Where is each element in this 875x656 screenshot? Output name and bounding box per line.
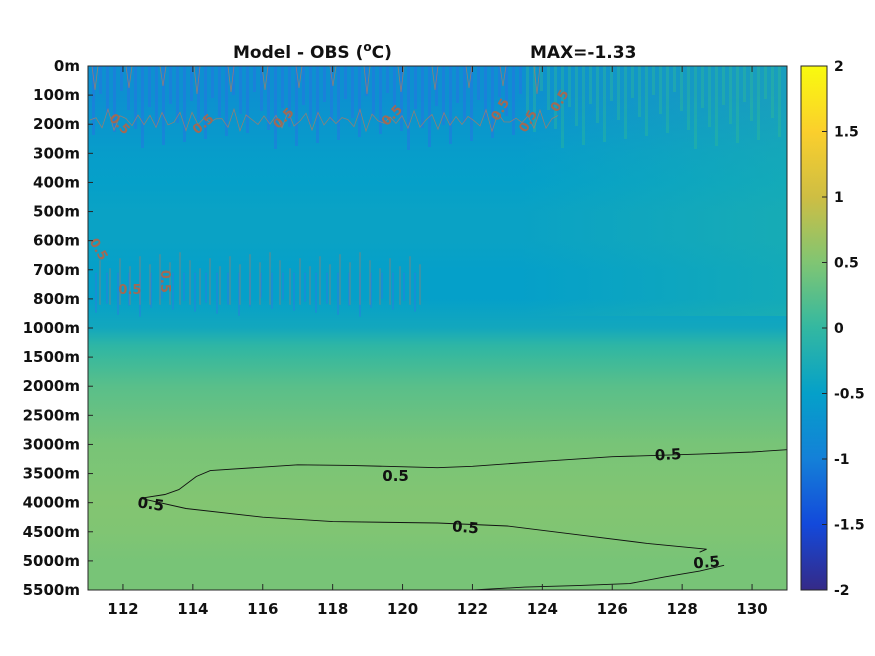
x-tick-label-2: 116 <box>247 600 278 618</box>
colorbar-tick-label-5: 0.5 <box>834 256 859 272</box>
x-tick-label-3: 118 <box>317 600 348 618</box>
colorbar-ticks: -2 -1.5 -1 -0.5 0 0.5 1 1.5 2 <box>822 59 865 599</box>
x-tick-label-6: 124 <box>527 600 558 618</box>
y-tick-label-0: 0m <box>54 57 80 75</box>
y-tick-label-6: 600m <box>33 232 80 250</box>
contour-label-0: 0.5 <box>136 493 165 515</box>
y-tick-label-12: 2500m <box>23 406 80 424</box>
black-contour-set <box>140 449 787 590</box>
y-tick-label-10: 1500m <box>23 348 80 366</box>
surface-streaks <box>92 66 781 317</box>
y-tick-label-11: 2000m <box>23 377 80 395</box>
x-tick-label-8: 128 <box>666 600 697 618</box>
y-tick-label-16: 4500m <box>23 523 80 541</box>
y-tick-label-17: 5000m <box>23 552 80 570</box>
colorbar-tick-label-1: -1.5 <box>834 518 865 534</box>
y-tick-label-7: 700m <box>33 261 80 279</box>
x-tick-label-9: 130 <box>736 600 767 618</box>
y-tick-label-9: 1000m <box>23 319 80 337</box>
y-tick-label-13: 3000m <box>23 435 80 453</box>
y-tick-label-8: 800m <box>33 290 80 308</box>
colorbar-tick-label-0: -2 <box>834 583 850 599</box>
grey-contour-label-8: 0.5 <box>118 283 141 298</box>
contour-label-2: 0.5 <box>654 445 681 464</box>
grey-contour-set <box>89 66 559 305</box>
y-tick-label-1: 100m <box>33 86 80 104</box>
y-tick-label-15: 4000m <box>23 494 80 512</box>
x-tick-label-4: 120 <box>387 600 418 618</box>
y-tick-label-18: 5500m <box>23 581 80 599</box>
colorbar-tick-label-7: 1.5 <box>834 125 859 141</box>
colorbar-tick-label-4: 0 <box>834 321 844 337</box>
y-tick-label-4: 400m <box>33 173 80 191</box>
y-tick-label-5: 500m <box>33 203 80 221</box>
upper-right-tint <box>520 66 787 316</box>
x-tick-label-0: 112 <box>107 600 138 618</box>
contour-label-3: 0.5 <box>451 517 479 537</box>
x-tick-label-7: 126 <box>597 600 628 618</box>
x-tick-label-5: 122 <box>457 600 488 618</box>
y-tick-label-2: 200m <box>33 115 80 133</box>
x-axis: 112 114 116 118 120 122 124 126 128 130 <box>107 66 768 618</box>
contour-label-4: 0.5 <box>693 552 721 572</box>
grey-contour-label-9: 0.5 <box>157 270 172 293</box>
colorbar-tick-label-8: 2 <box>834 59 844 75</box>
y-tick-label-14: 3500m <box>23 465 80 483</box>
y-axis: 0m 100m 200m 300m 400m 500m 600m 700m 800m 1000m 1… <box>23 57 93 599</box>
plot-area: 0.50.50.50.50.50.5 0.5 0.5 0.5 0.5 0.50.50.50… <box>88 66 787 590</box>
x-tick-label-1: 114 <box>177 600 208 618</box>
plot-title: Model - OBS (oC) <box>233 40 392 63</box>
colorbar-tick-label-6: 1 <box>834 190 844 206</box>
colorbar-tick-label-2: -1 <box>834 452 850 468</box>
max-label: MAX=-1.33 <box>530 43 636 63</box>
colorbar-tick-label-3: -0.5 <box>834 387 865 403</box>
contour-label-1: 0.5 <box>382 467 409 485</box>
y-tick-label-3: 300m <box>33 144 80 162</box>
